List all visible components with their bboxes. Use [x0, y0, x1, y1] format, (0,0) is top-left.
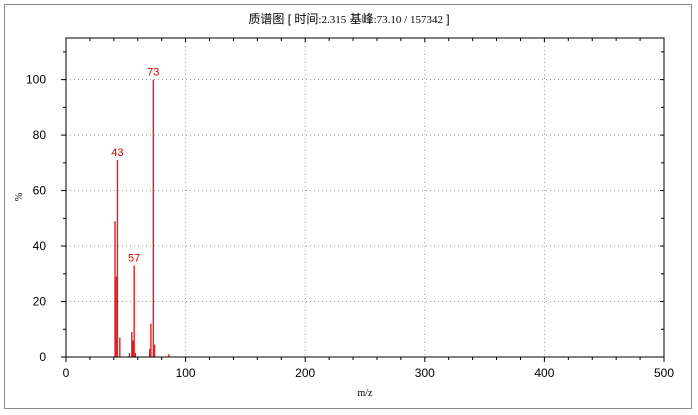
x-tick-label-4: 400 — [534, 366, 554, 380]
y-tick-label-2: 40 — [33, 239, 47, 253]
peak-label-43: 43 — [111, 147, 123, 159]
x-axis-label: m/z — [358, 388, 374, 399]
x-tick-label-2: 200 — [295, 366, 315, 380]
peak-label-57: 57 — [128, 252, 140, 264]
time-label: 时间 — [294, 12, 319, 26]
y-tick-label-3: 60 — [33, 184, 47, 198]
y-tick-label-1: 20 — [33, 295, 47, 309]
title-main: 质谱图 — [248, 12, 285, 26]
grid — [66, 38, 664, 357]
time-value: :2.315 — [318, 14, 347, 26]
y-tick-label-0: 0 — [39, 350, 46, 364]
plot-frame — [65, 37, 665, 358]
labels: 0 100 200 300 400 500 0 20 40 60 80 100 m/z% 43 57 73 — [14, 67, 674, 399]
y-tick-label-5: 100 — [26, 73, 46, 87]
x-tick-label-5: 500 — [654, 366, 674, 380]
chart-window — [4, 4, 692, 409]
peaks — [114, 79, 170, 357]
x-tick-label-1: 100 — [176, 366, 196, 380]
base-peak-value: :73.10 / 157342 — [373, 14, 443, 26]
title-open-bracket: [ — [284, 12, 295, 26]
base-peak-label: 基峰 — [346, 12, 374, 26]
axes — [61, 37, 665, 362]
x-tick-label-3: 300 — [415, 366, 435, 380]
y-axis-label: % — [14, 193, 25, 201]
title-close-bracket: ] — [442, 12, 450, 26]
x-tick-label-0: 0 — [63, 366, 70, 380]
peak-label-73: 73 — [147, 67, 159, 79]
y-tick-label-4: 80 — [33, 128, 47, 142]
chart-title: 质谱图 [ 时间:2.315 基峰:73.10 / 157342 ] — [0, 10, 698, 27]
